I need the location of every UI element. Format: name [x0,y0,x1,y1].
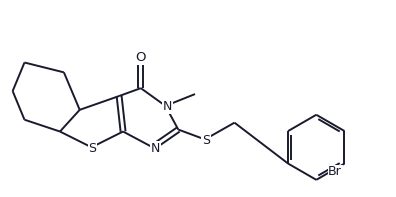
Text: Br: Br [328,165,342,178]
Text: N: N [151,142,160,155]
Text: S: S [202,134,210,147]
Text: N: N [163,100,172,113]
Text: S: S [89,142,97,155]
Text: O: O [135,51,146,64]
